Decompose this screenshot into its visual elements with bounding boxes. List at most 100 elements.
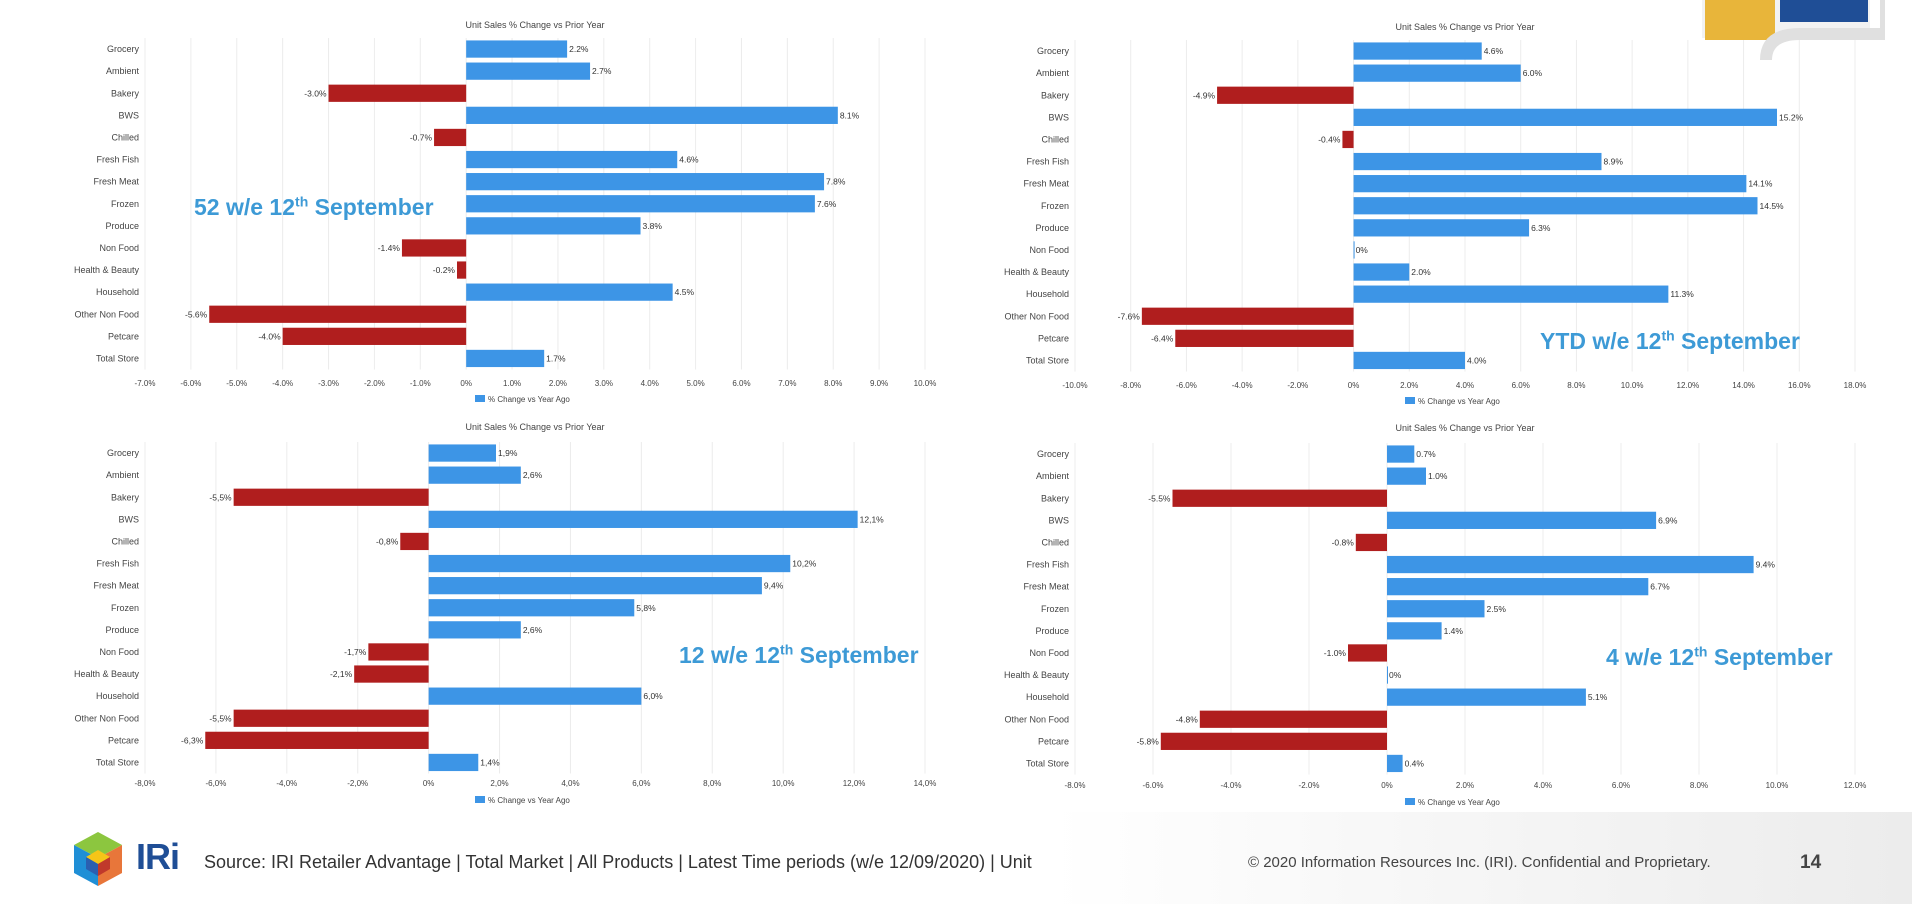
category-label: Bakery xyxy=(111,492,140,502)
data-label: -2,1% xyxy=(330,669,353,679)
data-label: -6,3% xyxy=(181,735,204,745)
x-tick-label: 8.0% xyxy=(824,379,842,388)
chart-title: Unit Sales % Change vs Prior Year xyxy=(1395,423,1534,433)
category-label: Produce xyxy=(1035,626,1069,636)
category-label: Frozen xyxy=(1041,201,1069,211)
data-label: -5.6% xyxy=(185,309,208,319)
category-label: Total Store xyxy=(96,757,139,767)
x-tick-label: -7.0% xyxy=(135,379,156,388)
category-label: Bakery xyxy=(111,88,140,98)
category-label: Ambient xyxy=(1036,68,1070,78)
category-label: Chilled xyxy=(1041,537,1069,547)
x-tick-label: 10.0% xyxy=(1766,781,1789,790)
x-tick-label: -2.0% xyxy=(364,379,385,388)
category-label: Ambient xyxy=(106,470,140,480)
bar xyxy=(205,731,429,749)
category-label: Frozen xyxy=(111,603,139,613)
x-tick-label: 12,0% xyxy=(843,779,866,788)
category-label: Bakery xyxy=(1041,493,1070,503)
category-label: Frozen xyxy=(1041,604,1069,614)
data-label: 0% xyxy=(1389,670,1402,680)
bar xyxy=(428,554,791,573)
legend-swatch xyxy=(475,796,485,803)
x-tick-label: -2,0% xyxy=(347,779,368,788)
category-label: Non Food xyxy=(1029,648,1069,658)
data-label: 2.5% xyxy=(1487,604,1507,614)
category-label: Health & Beauty xyxy=(74,669,140,679)
category-label: Petcare xyxy=(108,735,139,745)
data-label: 2,6% xyxy=(523,470,543,480)
x-tick-label: -2.0% xyxy=(1299,781,1320,790)
category-label: Produce xyxy=(1035,223,1069,233)
category-label: Health & Beauty xyxy=(1004,267,1070,277)
data-label: 6,0% xyxy=(643,691,663,701)
x-tick-label: 6.0% xyxy=(732,379,750,388)
data-label: -0.7% xyxy=(410,132,433,142)
bar xyxy=(401,239,467,257)
data-label: -4.8% xyxy=(1176,714,1199,724)
bar xyxy=(434,128,467,147)
category-label: Other Non Food xyxy=(1004,714,1069,724)
x-tick-label: 5.0% xyxy=(686,379,704,388)
bar xyxy=(428,466,521,484)
category-label: Grocery xyxy=(107,44,140,54)
category-label: Total Store xyxy=(1026,355,1069,365)
brand-corner-graphic xyxy=(1702,0,1885,60)
bar xyxy=(1353,285,1669,303)
data-label: 2.7% xyxy=(592,66,612,76)
data-label: -0.8% xyxy=(1332,537,1355,547)
bar xyxy=(466,106,838,124)
x-tick-label: 6.0% xyxy=(1512,381,1530,390)
x-tick-label: 4.0% xyxy=(1456,381,1474,390)
data-label: 6.7% xyxy=(1650,582,1670,592)
category-label: Ambient xyxy=(106,66,140,76)
category-label: Non Food xyxy=(99,243,139,253)
x-tick-label: 4.0% xyxy=(1534,781,1552,790)
category-label: Grocery xyxy=(1037,449,1070,459)
x-tick-label: 2.0% xyxy=(1456,781,1474,790)
data-label: 1,9% xyxy=(498,448,518,458)
category-label: Fresh Fish xyxy=(96,559,139,569)
data-label: 14.5% xyxy=(1760,201,1785,211)
x-tick-label: 10.0% xyxy=(1621,381,1644,390)
x-tick-label: -4,0% xyxy=(276,779,297,788)
bar xyxy=(1387,445,1415,463)
data-label: 5.1% xyxy=(1588,692,1608,702)
x-tick-label: -3.0% xyxy=(318,379,339,388)
x-tick-label: -10.0% xyxy=(1062,381,1087,390)
bar xyxy=(1353,108,1777,126)
data-label: 1.4% xyxy=(1444,626,1464,636)
bar xyxy=(354,665,429,683)
x-tick-label: -4.0% xyxy=(1232,381,1253,390)
data-label: 2.0% xyxy=(1411,267,1431,277)
bar xyxy=(1353,175,1747,193)
legend-label: % Change vs Year Ago xyxy=(488,796,570,805)
x-tick-label: 10,0% xyxy=(772,779,795,788)
category-label: Household xyxy=(96,691,139,701)
category-label: Non Food xyxy=(1029,245,1069,255)
category-label: Household xyxy=(1026,692,1069,702)
x-tick-label: -6.0% xyxy=(1143,781,1164,790)
data-label: -7.6% xyxy=(1118,311,1141,321)
data-label: -0.4% xyxy=(1318,134,1341,144)
x-tick-label: -5.0% xyxy=(226,379,247,388)
x-tick-label: -1.0% xyxy=(410,379,431,388)
bar xyxy=(1355,533,1387,552)
x-tick-label: -6.0% xyxy=(1176,381,1197,390)
bar xyxy=(1387,578,1649,596)
bar xyxy=(1353,351,1465,370)
x-tick-label: 16.0% xyxy=(1788,381,1811,390)
bar xyxy=(1353,219,1530,237)
x-tick-label: 8.0% xyxy=(1567,381,1585,390)
bar xyxy=(233,709,429,727)
category-label: Health & Beauty xyxy=(74,265,140,275)
data-label: 2.2% xyxy=(569,44,589,54)
x-tick-label: 2.0% xyxy=(1400,381,1418,390)
x-tick-label: 14,0% xyxy=(914,779,937,788)
category-label: Non Food xyxy=(99,647,139,657)
category-label: Household xyxy=(1026,289,1069,299)
bar xyxy=(428,577,762,595)
bar xyxy=(1387,467,1426,485)
bar xyxy=(1387,688,1586,706)
bar xyxy=(428,687,642,705)
